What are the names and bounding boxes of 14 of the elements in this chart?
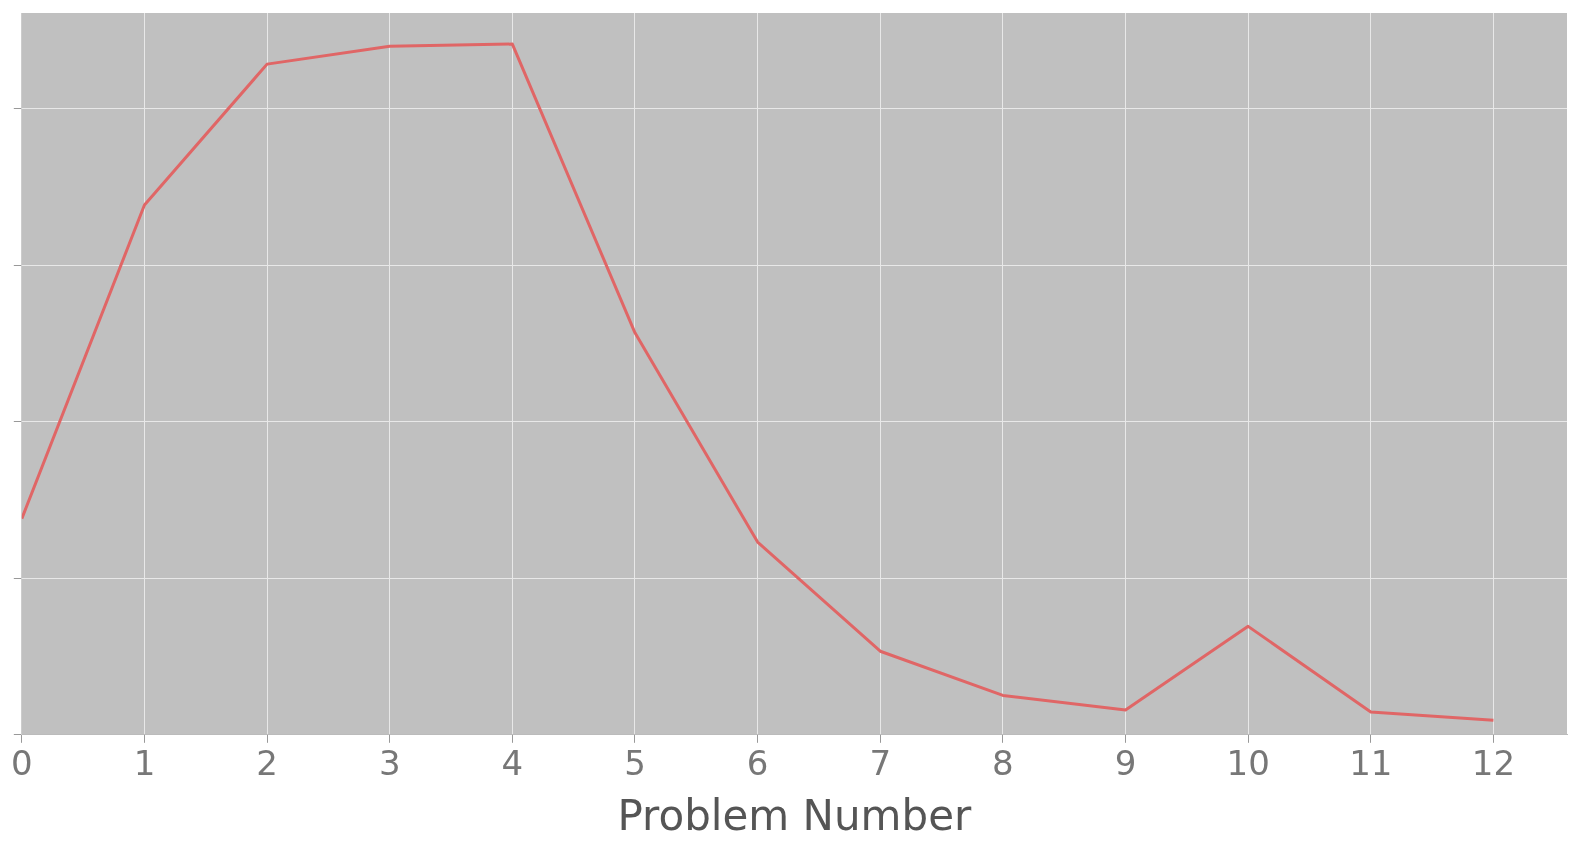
x-tick-label: 10 bbox=[1226, 743, 1270, 784]
x-tick-label: 8 bbox=[992, 743, 1014, 784]
x-tick-label: 5 bbox=[624, 743, 646, 784]
x-tick-label: 4 bbox=[501, 743, 524, 784]
x-tick-label: 2 bbox=[256, 743, 278, 784]
x-tick-label: 3 bbox=[378, 743, 401, 784]
x-tick-label: 0 bbox=[11, 743, 33, 784]
x-axis-title: Problem Number bbox=[617, 790, 973, 840]
x-tick-label: 11 bbox=[1349, 743, 1393, 784]
x-tick-label: 9 bbox=[1114, 743, 1137, 784]
x-tick-label: 7 bbox=[869, 743, 892, 784]
x-tick-label: 12 bbox=[1471, 743, 1516, 784]
x-tick-label: 6 bbox=[746, 743, 769, 784]
x-tick-label: 1 bbox=[133, 743, 156, 784]
